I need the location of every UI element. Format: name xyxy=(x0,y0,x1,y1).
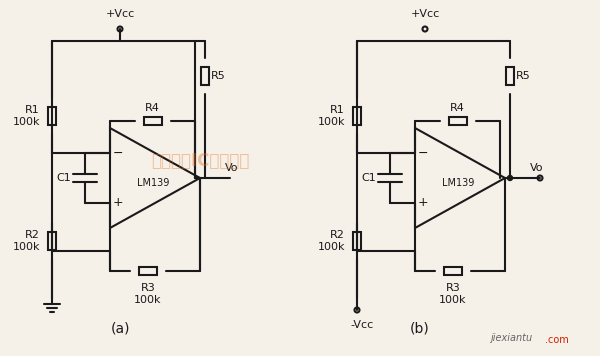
Bar xyxy=(143,117,161,125)
Text: 全球最大IC采购网站: 全球最大IC采购网站 xyxy=(151,152,249,170)
Text: R4: R4 xyxy=(145,103,160,113)
Bar xyxy=(48,232,56,250)
Text: C1: C1 xyxy=(361,173,376,183)
Text: R5: R5 xyxy=(516,71,531,81)
Text: jiexiantu: jiexiantu xyxy=(490,333,532,343)
Text: R2
100k: R2 100k xyxy=(317,230,345,252)
Text: R1
100k: R1 100k xyxy=(13,105,40,127)
Text: +: + xyxy=(113,197,124,209)
Bar xyxy=(48,107,56,125)
Text: R4: R4 xyxy=(450,103,465,113)
Bar xyxy=(353,107,361,125)
Text: +Vcc: +Vcc xyxy=(106,9,134,19)
Bar xyxy=(449,117,467,125)
Bar xyxy=(506,67,514,85)
Text: C1: C1 xyxy=(56,173,71,183)
Bar xyxy=(201,67,209,85)
Text: (b): (b) xyxy=(410,321,430,335)
Text: +Vcc: +Vcc xyxy=(410,9,440,19)
Text: R3
100k: R3 100k xyxy=(439,283,467,305)
Circle shape xyxy=(508,176,512,180)
Text: −: − xyxy=(418,147,428,159)
Text: Vo: Vo xyxy=(225,163,239,173)
Bar xyxy=(444,267,462,275)
Text: R1
100k: R1 100k xyxy=(317,105,345,127)
Text: R3
100k: R3 100k xyxy=(134,283,162,305)
Bar xyxy=(139,267,157,275)
Text: .com: .com xyxy=(545,335,569,345)
Text: (a): (a) xyxy=(110,321,130,335)
Text: +: + xyxy=(418,197,428,209)
Text: −: − xyxy=(113,147,123,159)
Text: R2
100k: R2 100k xyxy=(13,230,40,252)
Text: LM139: LM139 xyxy=(442,178,474,188)
Text: R5: R5 xyxy=(211,71,226,81)
Text: Vo: Vo xyxy=(530,163,544,173)
Text: LM139: LM139 xyxy=(137,178,169,188)
Bar xyxy=(353,232,361,250)
Text: -Vcc: -Vcc xyxy=(350,320,374,330)
